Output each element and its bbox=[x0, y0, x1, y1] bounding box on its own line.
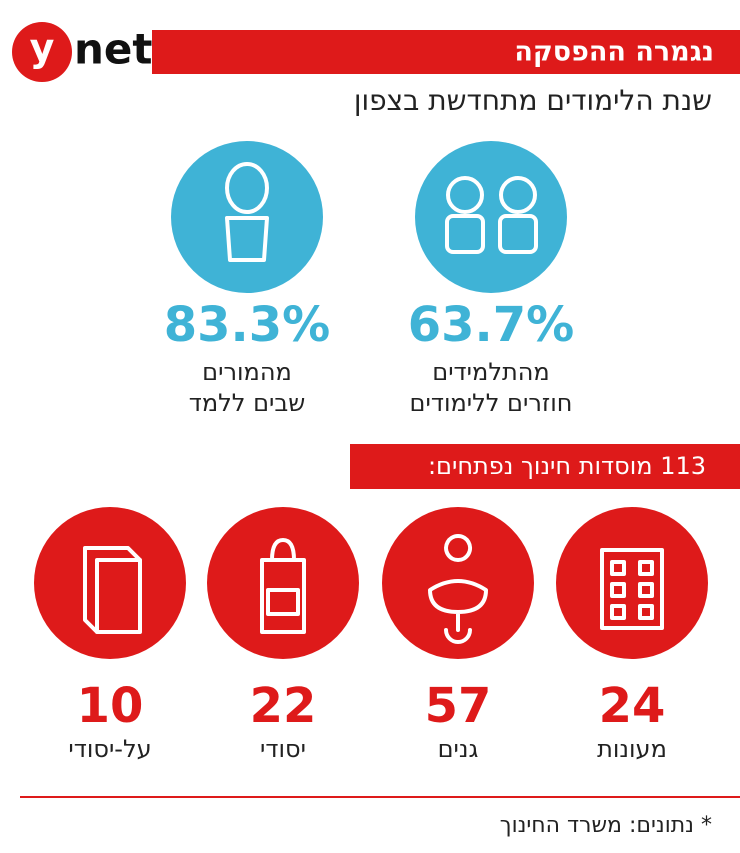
stat-label: מהתלמידים bbox=[432, 358, 549, 386]
institution-label: מעונות bbox=[597, 735, 667, 763]
institution-number: 24 bbox=[599, 678, 666, 734]
institution-label: על-יסודי bbox=[68, 735, 151, 763]
institution-label: גנים bbox=[438, 735, 479, 763]
institution-label: יסודי bbox=[260, 735, 306, 763]
institution-number: 57 bbox=[425, 678, 492, 734]
stat-label: שבים ללמד bbox=[189, 389, 305, 417]
title-banner bbox=[152, 30, 740, 74]
logo-circle bbox=[12, 22, 72, 82]
institution-circle bbox=[556, 507, 708, 659]
stat-label: מהמורים bbox=[202, 358, 292, 386]
logo-y: y bbox=[30, 26, 55, 70]
source: * נתונים: משרד החינוך bbox=[500, 813, 712, 838]
institution-circle bbox=[207, 507, 359, 659]
institution-number: 10 bbox=[77, 678, 144, 734]
stat-circle bbox=[415, 141, 567, 293]
banner-text: נגמרה ההפסקה bbox=[514, 37, 714, 68]
stat-value: 83.3% bbox=[164, 297, 331, 353]
stat-label: חוזרים ללימודים bbox=[410, 389, 573, 417]
institution-icon bbox=[600, 548, 664, 630]
institution-icon bbox=[260, 538, 306, 634]
subtitle: שנת הלימודים מתחדשת בצפון bbox=[354, 84, 712, 117]
children-icon bbox=[445, 176, 538, 254]
institution-icon bbox=[83, 546, 142, 634]
institution-number: 22 bbox=[250, 678, 317, 734]
logo-net: net bbox=[74, 25, 152, 74]
institutions-banner-text: 113 מוסדות חינוך נפתחים: bbox=[428, 452, 706, 480]
institutions-banner bbox=[350, 444, 740, 489]
stat-value: 63.7% bbox=[408, 297, 575, 353]
institution-circle bbox=[34, 507, 186, 659]
teacher-icon bbox=[225, 162, 269, 262]
institution-icon bbox=[428, 534, 488, 644]
